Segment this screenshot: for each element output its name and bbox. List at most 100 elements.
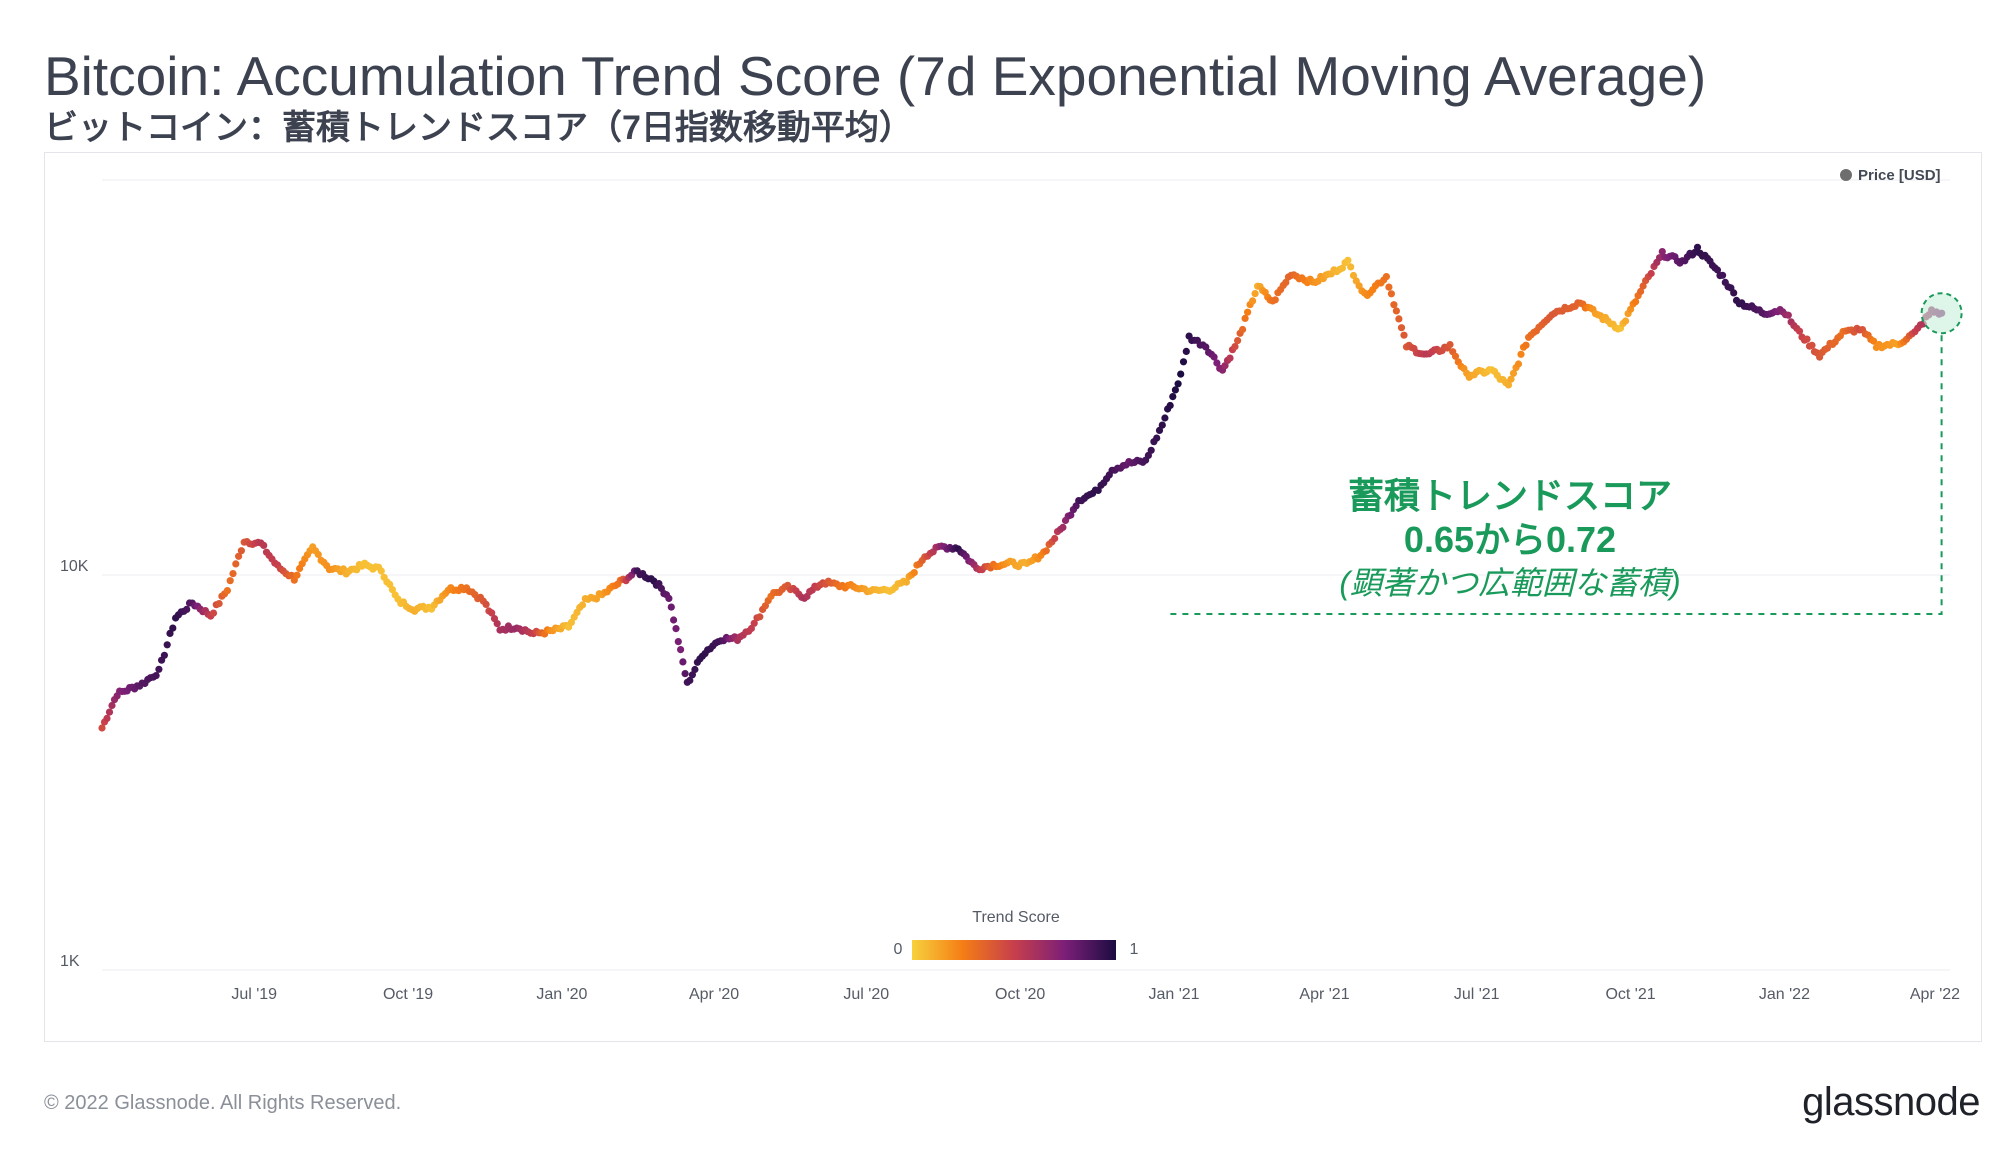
price-point (756, 613, 764, 621)
annotation-line1: 蓄積トレンドスコア (1347, 475, 1672, 516)
price-point (677, 646, 685, 654)
price-point (1656, 254, 1664, 262)
price-point (902, 578, 911, 586)
price-point (1059, 523, 1067, 532)
price-point (674, 638, 682, 646)
price-point (232, 560, 240, 568)
price-point (1244, 308, 1252, 316)
price-point (578, 601, 587, 609)
price-point (223, 587, 231, 595)
price-point (237, 547, 245, 555)
x-tick-label: Apr '20 (689, 986, 739, 1003)
price-point (667, 603, 675, 611)
x-tick-label: Oct '20 (995, 986, 1045, 1003)
price-point (293, 571, 301, 579)
price-point (1282, 278, 1290, 286)
price-point (215, 600, 223, 608)
price-point (1213, 359, 1221, 367)
x-tick-label: Apr '21 (1299, 986, 1349, 1003)
price-point (1507, 375, 1515, 383)
price-point (1514, 360, 1523, 368)
price-point (1153, 434, 1161, 442)
price-point (1627, 305, 1635, 313)
price-point (1387, 290, 1395, 298)
colorbar-gradient (912, 940, 1116, 960)
x-tick-label: Jul '20 (843, 986, 889, 1003)
price-point (235, 552, 243, 560)
price-point (1451, 352, 1460, 360)
chart-frame (44, 152, 1982, 1042)
y-tick-label: 1K (60, 953, 80, 970)
colorbar-title: Trend Score (972, 909, 1060, 926)
price-point (1808, 341, 1816, 349)
x-tick-label: Jan '21 (1148, 986, 1199, 1003)
price-point (103, 714, 111, 723)
price-point (166, 629, 174, 638)
price-point (1239, 325, 1247, 334)
price-point (672, 625, 680, 633)
price-point (1509, 369, 1518, 377)
price-point (1385, 283, 1393, 291)
price-point (1647, 269, 1655, 278)
annotation-line2: 0.65から0.72 (1403, 519, 1617, 560)
price-point (1693, 243, 1702, 251)
price-point (1042, 547, 1050, 555)
price-point (160, 651, 168, 659)
price-point (1795, 327, 1804, 335)
price-point (482, 600, 490, 609)
price-point (1392, 307, 1400, 315)
price-point (229, 570, 237, 578)
price-point (1231, 343, 1239, 351)
price-point (1171, 386, 1179, 394)
price-point (169, 624, 177, 632)
price-point (1158, 421, 1166, 429)
price-point (1784, 311, 1792, 319)
price-point (1226, 354, 1234, 362)
price-point (681, 670, 689, 678)
price-point (183, 605, 191, 614)
price-point (1155, 426, 1164, 434)
chart-title: Bitcoin: Accumulation Trend Score (7d Ex… (44, 45, 1707, 107)
price-point (388, 586, 396, 594)
price-point (1397, 324, 1406, 332)
price-point (1395, 315, 1403, 323)
x-tick-label: Jul '21 (1454, 986, 1500, 1003)
price-point (1719, 271, 1727, 279)
price-point (1166, 401, 1174, 410)
price-point (1730, 289, 1738, 297)
colorbar-max-label: 1 (1130, 941, 1139, 958)
legend-price-label: Price [USD] (1858, 167, 1941, 184)
annotation-callout: 蓄積トレンドスコア 0.65から0.72 (顕著かつ広範囲な蓄積) (1300, 474, 1720, 604)
price-point (1338, 264, 1346, 272)
x-tick-label: Oct '19 (383, 986, 433, 1003)
price-point (1622, 317, 1630, 325)
price-point (1271, 296, 1279, 304)
price-point (1400, 331, 1408, 339)
price-point (567, 618, 576, 627)
chart-subtitle: ビットコイン：蓄積トレンドスコア（7日指数移動平均） (44, 109, 913, 147)
x-tick-label: Jul '19 (231, 986, 277, 1003)
price-point (1517, 350, 1525, 358)
price-point (209, 609, 218, 617)
price-point (686, 676, 694, 685)
legend-marker (1840, 169, 1852, 181)
price-point (665, 594, 673, 603)
x-tick-label: Oct '21 (1605, 986, 1655, 1003)
price-point (108, 701, 116, 710)
price-point (1446, 341, 1454, 349)
price-point (1177, 370, 1185, 378)
price-point (1504, 381, 1513, 389)
price-point (1161, 414, 1169, 422)
price-point (1658, 248, 1666, 256)
price-point (1632, 298, 1640, 306)
x-tick-label: Jan '22 (1759, 986, 1810, 1003)
price-point (155, 665, 163, 673)
price-point (1349, 271, 1358, 280)
price-point (1344, 256, 1352, 264)
price-point (1713, 266, 1722, 274)
x-tick-label: Apr '22 (1910, 986, 1960, 1003)
price-point (1639, 282, 1647, 290)
price-point (1637, 287, 1645, 296)
price-point (1179, 358, 1188, 366)
